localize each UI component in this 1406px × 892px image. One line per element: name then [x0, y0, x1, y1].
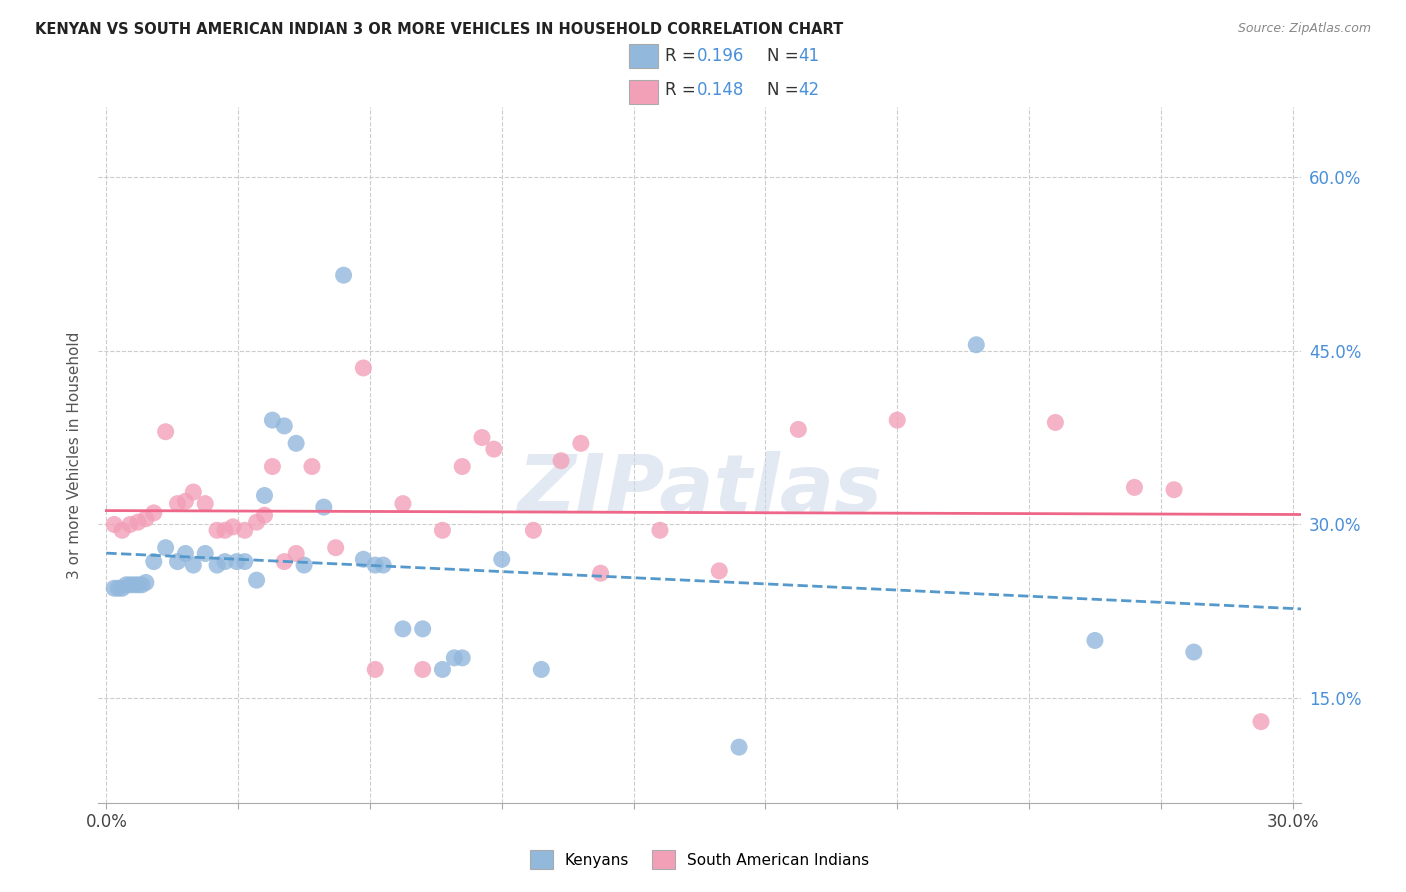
Point — [522, 523, 544, 537]
Text: N =: N = — [766, 81, 804, 99]
Point — [174, 546, 197, 561]
Point — [1250, 714, 1272, 729]
Point — [127, 578, 149, 592]
Point — [1045, 416, 1067, 430]
Point — [352, 552, 374, 566]
Point — [432, 523, 454, 537]
Point — [194, 546, 217, 561]
Text: 0.196: 0.196 — [697, 47, 744, 65]
Point — [253, 508, 276, 523]
Point — [166, 497, 188, 511]
Point — [103, 582, 125, 596]
Point — [233, 555, 256, 569]
Point — [392, 497, 415, 511]
Point — [253, 489, 276, 503]
Point — [120, 578, 142, 592]
Point — [273, 419, 295, 434]
Point — [332, 268, 354, 282]
Point — [550, 453, 572, 467]
Point — [155, 541, 177, 555]
Point — [135, 512, 157, 526]
Point — [482, 442, 505, 457]
Point — [233, 523, 256, 537]
Point — [301, 459, 323, 474]
Point — [412, 622, 434, 636]
Point — [364, 662, 387, 677]
Point — [225, 555, 247, 569]
Point — [214, 555, 236, 569]
Point — [1163, 483, 1185, 497]
Point — [142, 506, 165, 520]
Point — [728, 740, 751, 755]
Point — [352, 361, 374, 376]
Y-axis label: 3 or more Vehicles in Household: 3 or more Vehicles in Household — [67, 331, 83, 579]
Point — [111, 582, 134, 596]
Point — [412, 662, 434, 677]
Point — [569, 436, 592, 450]
Point — [174, 494, 197, 508]
Text: KENYAN VS SOUTH AMERICAN INDIAN 3 OR MORE VEHICLES IN HOUSEHOLD CORRELATION CHAR: KENYAN VS SOUTH AMERICAN INDIAN 3 OR MOR… — [35, 22, 844, 37]
Point — [312, 500, 335, 514]
Text: N =: N = — [766, 47, 804, 65]
Legend: Kenyans, South American Indians: Kenyans, South American Indians — [523, 845, 876, 875]
Point — [471, 431, 494, 445]
Point — [142, 555, 165, 569]
Point — [183, 558, 205, 573]
Point — [127, 515, 149, 529]
Point — [530, 662, 553, 677]
Point — [965, 338, 987, 352]
Point — [371, 558, 394, 573]
Point — [443, 651, 465, 665]
Point — [1123, 480, 1146, 494]
Point — [364, 558, 387, 573]
Point — [205, 523, 228, 537]
Point — [214, 523, 236, 537]
Point — [1084, 633, 1107, 648]
Point — [262, 413, 284, 427]
Point — [709, 564, 731, 578]
Point — [135, 575, 157, 590]
Text: Source: ZipAtlas.com: Source: ZipAtlas.com — [1237, 22, 1371, 36]
Point — [325, 541, 347, 555]
Bar — [628, 79, 658, 104]
Point — [451, 459, 474, 474]
Point — [886, 413, 908, 427]
Point — [648, 523, 671, 537]
Text: R =: R = — [665, 47, 702, 65]
Point — [292, 558, 315, 573]
Point — [246, 573, 269, 587]
Point — [183, 485, 205, 500]
Point — [432, 662, 454, 677]
Text: 0.148: 0.148 — [697, 81, 744, 99]
Point — [166, 555, 188, 569]
Point — [451, 651, 474, 665]
Bar — [628, 44, 658, 69]
Point — [262, 459, 284, 474]
Point — [589, 566, 612, 581]
Point — [787, 422, 810, 436]
Text: ZIPatlas: ZIPatlas — [517, 450, 882, 529]
Point — [120, 517, 142, 532]
Point — [103, 517, 125, 532]
Point — [122, 578, 145, 592]
Point — [194, 497, 217, 511]
Point — [246, 515, 269, 529]
Point — [285, 436, 308, 450]
Point — [155, 425, 177, 439]
Point — [285, 546, 308, 561]
Point — [205, 558, 228, 573]
Point — [131, 578, 153, 592]
Point — [107, 582, 129, 596]
Point — [111, 523, 134, 537]
Point — [222, 520, 245, 534]
Text: 41: 41 — [799, 47, 820, 65]
Point — [392, 622, 415, 636]
Point — [115, 578, 138, 592]
Text: R =: R = — [665, 81, 702, 99]
Text: 42: 42 — [799, 81, 820, 99]
Point — [1182, 645, 1205, 659]
Point — [491, 552, 513, 566]
Point — [273, 555, 295, 569]
